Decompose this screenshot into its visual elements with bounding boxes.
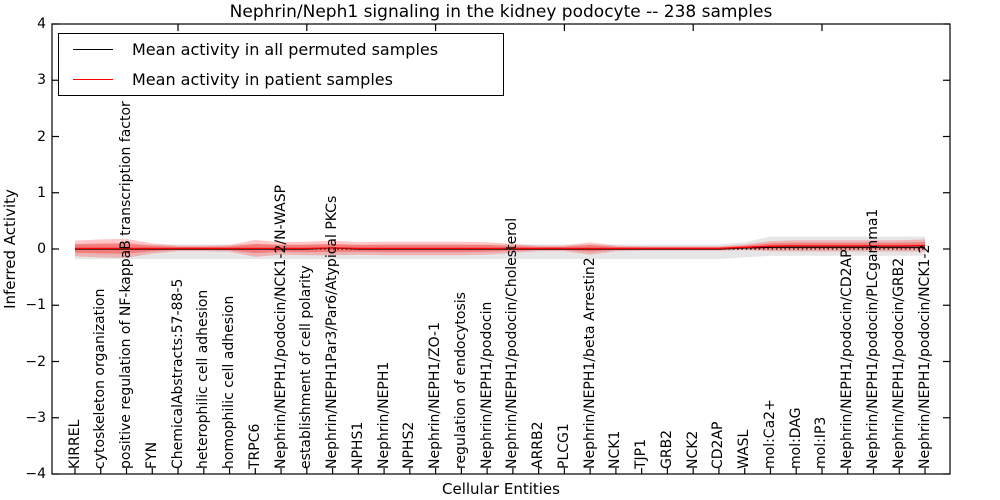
x-tick-label: CD2AP (710, 421, 727, 469)
x-tick-label: NPHS1 (349, 421, 366, 469)
x-tick-label: NCK2 (684, 430, 701, 469)
x-axis-label: Cellular Entities (442, 480, 560, 498)
x-tick-label: Nephrin/NEPH1/podocin/GRB2 (890, 257, 907, 469)
x-tick-label: positive regulation of NF-kappaB transcr… (118, 88, 134, 469)
patient-line-swatch (73, 79, 113, 80)
x-tick-label: NPHS2 (401, 421, 418, 469)
x-tick-label: FYN (143, 441, 160, 469)
x-tick-label: mol:IP3 (813, 416, 830, 469)
y-tick-label: −2 (25, 353, 46, 370)
x-tick-label: mol:DAG (787, 407, 804, 469)
x-tick-label: ARRB2 (530, 421, 547, 469)
x-tick-label: ChemicalAbstracts:57-88-5 (169, 278, 186, 469)
chart-title: Nephrin/Neph1 signaling in the kidney po… (229, 2, 773, 22)
legend-label: Mean activity in all permuted samples (132, 39, 439, 59)
x-tick-label: Nephrin/NEPH1/podocin/NCK1-2/N-WASP (272, 184, 289, 469)
x-tick-label: NCK1 (607, 430, 624, 469)
y-tick-label: 1 (37, 184, 46, 201)
x-tick-label: Nephrin/NEPH1/podocin/NCK1-2 (916, 244, 933, 469)
x-tick-label: PLCG1 (555, 423, 572, 469)
y-tick-label: −4 (25, 466, 46, 482)
x-tick-label: regulation of endocytosis (452, 292, 469, 469)
x-tick-label: mol:Ca2+ (761, 399, 778, 469)
x-tick-label: TRPC6 (246, 423, 263, 469)
legend: Mean activity in all permuted samples Me… (58, 33, 504, 96)
x-tick-label: Nephrin/NEPH1 (375, 361, 392, 469)
y-tick-label: 3 (37, 72, 46, 89)
y-tick-label: −3 (25, 409, 46, 426)
x-tick-label: Nephrin/NEPH1/podocin (478, 301, 495, 469)
x-tick-label: Nephrin/NEPH1/podocin/PLCgamma1 (864, 208, 881, 469)
y-tick-label: 0 (37, 241, 46, 257)
x-tick-label: WASL (736, 429, 753, 469)
permuted-line-swatch (73, 49, 113, 50)
x-tick-label: TJP1 (633, 438, 650, 469)
x-tick-label: Nephrin/NEPH1Par3/Par6/Atypical PKCs (324, 195, 341, 469)
x-tick-label: Nephrin/NEPH1/beta Arrestin2 (581, 257, 598, 469)
x-tick-label: KIRREL (66, 419, 83, 469)
x-tick-label: cytoskeleton organization (92, 288, 109, 469)
x-tick-label: homophilic cell adhesion (221, 295, 238, 469)
legend-label: Mean activity in patient samples (132, 69, 393, 89)
x-tick-label: heterophilic cell adhesion (195, 289, 212, 469)
y-tick-label: 4 (37, 16, 46, 32)
y-tick-label: −1 (25, 297, 46, 314)
legend-entry-patient: Mean activity in patient samples (73, 65, 503, 95)
x-tick-label: Nephrin/NEPH1/ZO-1 (427, 322, 444, 469)
x-tick-label: Nephrin/NEPH1/podocin/CD2AP (839, 249, 856, 469)
legend-entry-permuted: Mean activity in all permuted samples (73, 35, 503, 65)
x-tick-label: establishment of cell polarity (298, 265, 315, 469)
patient-mean-line (75, 244, 926, 250)
x-tick-label: GRB2 (658, 429, 675, 469)
x-tick-label: Nephrin/NEPH1/podocin/Cholesterol (504, 217, 521, 469)
y-tick-label: 2 (37, 128, 46, 145)
